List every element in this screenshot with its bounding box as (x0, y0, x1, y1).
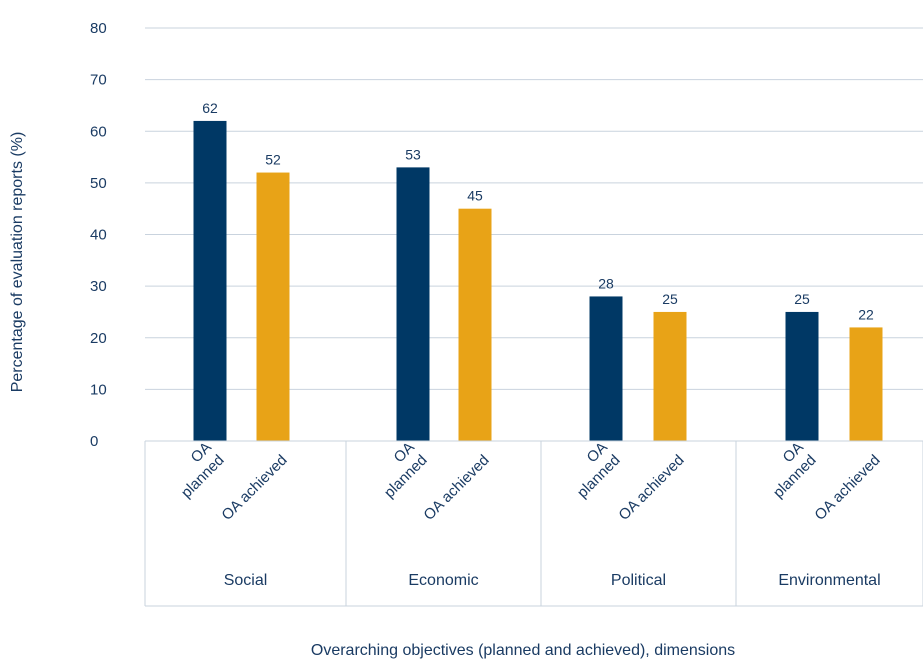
x-sublabel-line: OA achieved (420, 452, 492, 524)
bar-oa-achieved-social (256, 172, 290, 442)
bar-oa-planned-economic (396, 167, 430, 441)
bar-oa-achieved-political (653, 311, 687, 441)
x-sublabel-oa-achieved: OA achieved (218, 452, 290, 524)
bar-oa-planned-political (589, 296, 623, 441)
bar-oa-achieved-economic (458, 208, 492, 441)
x-axis-title: Overarching objectives (planned and achi… (311, 642, 735, 659)
y-tick-label: 10 (90, 381, 107, 398)
data-label: 45 (467, 188, 483, 204)
y-axis-ticks: 0 10 20 30 40 50 60 70 80 (90, 20, 107, 450)
data-label: 22 (858, 306, 874, 322)
x-sublabel-line: OA achieved (218, 452, 290, 524)
x-sublabel-oa-achieved: OA achieved (420, 452, 492, 524)
y-tick-label: 40 (90, 227, 107, 244)
category-label-political: Political (611, 572, 666, 589)
category-label-social: Social (224, 572, 268, 589)
category-label-economic: Economic (408, 572, 478, 589)
y-tick-label: 50 (90, 175, 107, 192)
y-tick-label: 30 (90, 278, 107, 295)
data-label: 62 (202, 100, 218, 116)
bar-oa-achieved-environmental (849, 327, 883, 441)
y-tick-label: 0 (90, 433, 98, 450)
x-sublabel-oa-achieved: OA achieved (615, 452, 687, 524)
x-sublabel-oa-achieved: OA achieved (811, 452, 883, 524)
data-label: 53 (405, 146, 421, 162)
y-tick-label: 60 (90, 123, 107, 140)
bar-oa-planned-environmental (785, 311, 819, 441)
data-label: 25 (794, 291, 810, 307)
x-sublabel-line: OA achieved (615, 452, 687, 524)
bars (193, 120, 883, 442)
data-label: 52 (265, 152, 281, 168)
y-tick-label: 80 (90, 20, 107, 37)
data-label: 25 (662, 291, 678, 307)
x-sublabel-line: OA achieved (811, 452, 883, 524)
y-tick-label: 20 (90, 330, 107, 347)
y-tick-label: 70 (90, 72, 107, 89)
data-label: 28 (598, 275, 614, 291)
category-label-environmental: Environmental (778, 572, 880, 589)
bar-oa-planned-social (193, 120, 227, 442)
y-axis-title: Percentage of evaluation reports (%) (9, 132, 26, 393)
data-labels: 62 52 53 45 28 25 25 22 (202, 100, 874, 322)
